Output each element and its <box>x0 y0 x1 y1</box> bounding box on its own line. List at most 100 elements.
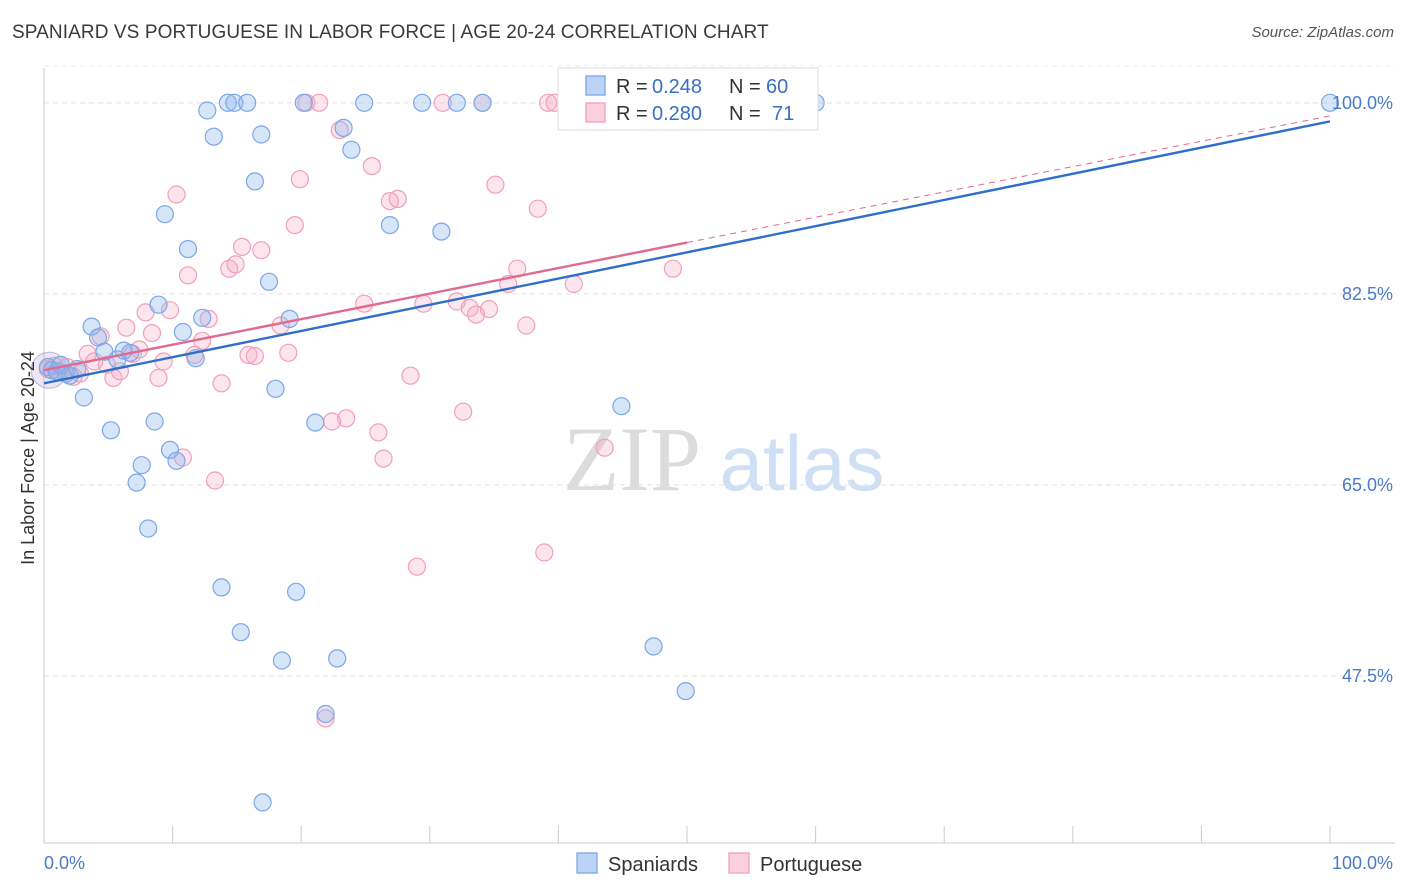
legend-box: R = 0.248 N = 60 R = 0.280 N = 71 <box>557 67 819 131</box>
spaniard-point-18 <box>145 412 164 431</box>
spaniard-point-39 <box>280 309 299 328</box>
spaniard-point-42 <box>306 413 325 432</box>
portuguese-point-40 <box>316 709 335 728</box>
spaniard-point-31 <box>225 93 244 112</box>
gridlines <box>44 65 1395 677</box>
spaniard-point-47 <box>355 93 374 112</box>
bottom-legend-label-spaniards: Spaniards <box>608 854 698 876</box>
portuguese-point-70 <box>663 259 683 278</box>
legend-n-value-1: 60 <box>766 76 788 98</box>
spaniard-point-22 <box>167 451 186 470</box>
spaniard-point-43 <box>316 704 335 724</box>
spaniard-point-30 <box>218 93 237 112</box>
trend-lines <box>43 115 1331 385</box>
spaniard-point-55 <box>644 637 663 656</box>
portuguese-point-51 <box>407 557 426 576</box>
x-tick-label-1: 100.0% <box>1332 853 1393 873</box>
spaniard-point-54 <box>612 397 631 416</box>
portuguese-point-53 <box>433 93 452 112</box>
portuguese-point-19 <box>160 301 180 320</box>
spaniard-point-41 <box>294 93 313 112</box>
portuguese-point-59 <box>479 300 499 319</box>
spaniard-point-16 <box>132 456 151 475</box>
portuguese-point-26 <box>205 471 225 490</box>
chart-title: SPANIARD VS PORTUGUESE IN LABOR FORCE | … <box>12 22 769 43</box>
y-tick-label-0: 47.5% <box>1342 666 1393 686</box>
portuguese-trend-extension <box>686 115 1331 244</box>
x-tick-label-0: 0.0% <box>44 853 85 873</box>
spaniard-point-28 <box>204 127 223 146</box>
portuguese-point-46 <box>369 423 388 442</box>
bottom-legend-label-portuguese: Portuguese <box>760 854 862 876</box>
portuguese-point-20 <box>167 185 186 204</box>
y-tick-label-1: 65.0% <box>1342 475 1393 495</box>
spaniard-point-51 <box>447 93 466 112</box>
portuguese-point-30 <box>232 237 252 256</box>
watermark-zip: ZIP <box>563 408 701 510</box>
portuguese-point-31 <box>239 345 258 364</box>
spaniard-point-15 <box>127 473 146 492</box>
spaniard-point-45 <box>334 118 353 138</box>
spaniard-point-21 <box>160 440 180 459</box>
portuguese-point-49 <box>388 189 407 208</box>
spaniard-point-34 <box>245 172 264 191</box>
portuguese-point-29 <box>226 255 245 274</box>
portuguese-point-65 <box>535 543 554 562</box>
spaniard-point-29 <box>212 578 231 597</box>
portuguese-point-47 <box>374 449 393 468</box>
spaniard-point-19 <box>149 295 168 314</box>
spaniard-point-26 <box>193 308 212 327</box>
portuguese-point-69 <box>595 438 614 457</box>
spaniard-point-36 <box>259 272 279 291</box>
spaniard-point-23 <box>173 322 192 342</box>
y-tick-label-2: 82.5% <box>1342 284 1393 304</box>
spaniard-point-32 <box>231 623 250 642</box>
spaniard-point-52 <box>473 93 492 112</box>
portuguese-point-43 <box>337 409 356 428</box>
legend-r-label-1: R = <box>616 76 648 98</box>
portuguese-point-17 <box>149 368 168 387</box>
spaniard-point-17 <box>139 519 158 538</box>
portuguese-point-18 <box>154 352 173 371</box>
watermark-atlas: atlas <box>720 419 885 507</box>
portuguese-point-35 <box>279 343 298 362</box>
bottom-legend-swatch-portuguese <box>728 852 750 874</box>
portuguese-point-33 <box>252 241 271 260</box>
portuguese-point-16 <box>142 324 162 343</box>
spaniard-point-33 <box>238 93 257 112</box>
portuguese-point-60 <box>486 175 505 194</box>
portuguese-point-63 <box>517 316 536 335</box>
spaniard-point-37 <box>266 379 285 398</box>
legend-n-label-2: N = <box>729 103 761 125</box>
watermark: ZIP atlas <box>563 408 884 510</box>
spaniard-point-8 <box>82 317 101 336</box>
portuguese-point-37 <box>290 170 309 189</box>
portuguese-point-25 <box>199 309 218 328</box>
spaniard-point-48 <box>380 216 399 235</box>
legend-r-label-2: R = <box>616 103 648 125</box>
portuguese-point-32 <box>245 346 264 366</box>
legend-swatch-spaniards <box>585 75 606 96</box>
spaniard-point-38 <box>272 651 291 670</box>
bottom-legend: Spaniards Portuguese <box>576 852 862 876</box>
spaniard-point-7 <box>74 388 94 407</box>
spaniard-point-40 <box>287 582 306 601</box>
axes <box>43 68 1395 844</box>
y-axis-label: In Labor Force | Age 20-24 <box>18 351 38 565</box>
y-tick-label-3: 100.0% <box>1332 93 1393 113</box>
spaniard-point-59 <box>1320 93 1340 112</box>
spaniard-point-20 <box>155 205 174 224</box>
portuguese-trend-line <box>43 241 688 372</box>
portuguese-point-56 <box>460 298 479 318</box>
spaniard-point-56 <box>676 681 695 701</box>
spaniard-point-49 <box>413 93 432 112</box>
portuguese-point-50 <box>401 366 420 385</box>
spaniard-point-44 <box>328 649 347 668</box>
legend-n-label-1: N = <box>729 76 761 98</box>
portuguese-point-36 <box>285 216 304 235</box>
spaniard-point-46 <box>342 140 361 159</box>
portuguese-point-68 <box>564 274 583 294</box>
spaniard-point-24 <box>178 240 198 259</box>
spaniard-point-35 <box>252 125 271 144</box>
